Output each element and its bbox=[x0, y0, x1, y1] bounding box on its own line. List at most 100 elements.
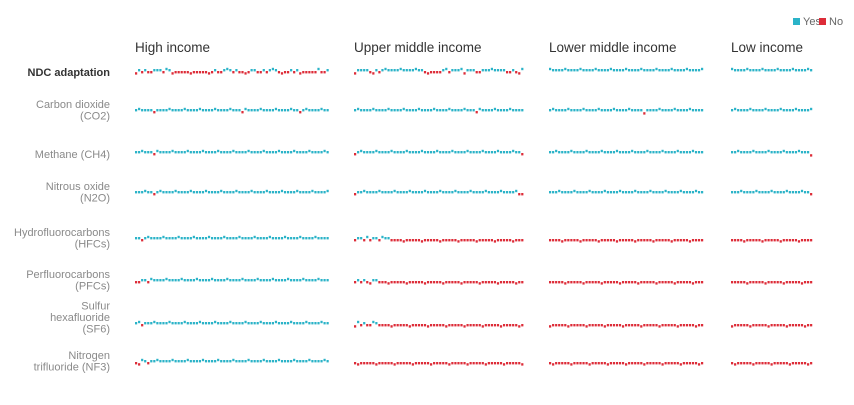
waffle-cell-no bbox=[685, 281, 688, 284]
waffle-cell-yes bbox=[150, 109, 153, 112]
waffle-cell-yes bbox=[649, 151, 652, 154]
waffle-cell-yes bbox=[262, 322, 265, 325]
waffle-cell-yes bbox=[701, 67, 704, 71]
waffle-cell-yes bbox=[204, 237, 208, 240]
waffle-cell-yes bbox=[135, 191, 138, 194]
waffle-cell-yes bbox=[552, 69, 555, 72]
waffle-cell-yes bbox=[235, 237, 238, 240]
waffle-cell-yes bbox=[226, 277, 229, 281]
waffle-cell-yes bbox=[454, 109, 457, 112]
waffle-cell-yes bbox=[634, 151, 637, 154]
waffle-cell-no bbox=[490, 362, 493, 365]
waffle-cell-no bbox=[688, 324, 692, 327]
waffle-cell-no bbox=[746, 324, 749, 327]
waffle-cell-no bbox=[198, 71, 202, 74]
waffle-cell-yes bbox=[423, 109, 427, 112]
waffle-cell-yes bbox=[743, 191, 746, 194]
waffle-cell-yes bbox=[372, 151, 375, 154]
waffle-cell-yes bbox=[302, 191, 305, 194]
waffle-cell-no bbox=[360, 324, 363, 327]
waffle-cell-yes bbox=[591, 151, 594, 154]
waffle-cell-yes bbox=[682, 151, 685, 154]
waffle-cell-no bbox=[502, 239, 506, 242]
waffle-cell-no bbox=[366, 324, 369, 327]
waffle-cell-no bbox=[807, 239, 810, 242]
waffle-cell-yes bbox=[463, 107, 466, 111]
waffle-cell-no bbox=[390, 362, 393, 365]
waffle-cell-no bbox=[414, 362, 417, 365]
waffle-cell-no bbox=[147, 281, 150, 284]
waffle-cell-yes bbox=[420, 149, 424, 153]
waffle-cell-yes bbox=[183, 320, 186, 324]
waffle-cell-yes bbox=[570, 69, 573, 72]
waffle-cell-yes bbox=[305, 151, 308, 154]
waffle-cell-yes bbox=[567, 107, 570, 111]
waffle-cell-no bbox=[502, 281, 506, 284]
waffle-cell-yes bbox=[591, 109, 594, 112]
waffle-cell-yes bbox=[135, 237, 138, 240]
waffle-cell-yes bbox=[603, 69, 606, 72]
waffle-cell-yes bbox=[439, 189, 442, 193]
waffle-cell-no bbox=[141, 239, 144, 242]
waffle-cell-yes bbox=[241, 277, 244, 281]
waffle-cell-no bbox=[588, 324, 591, 327]
waffle-cell-yes bbox=[177, 109, 180, 112]
waffle-cell-yes bbox=[271, 277, 274, 281]
waffle-cell-no bbox=[451, 362, 454, 365]
waffle-cell-yes bbox=[357, 279, 360, 282]
waffle-cell-yes bbox=[512, 109, 515, 112]
waffle-cell-yes bbox=[658, 151, 661, 154]
waffle-cell-yes bbox=[253, 279, 256, 282]
waffle-cell-yes bbox=[555, 69, 558, 72]
waffle-cell-yes bbox=[317, 360, 320, 363]
waffle-cell-no bbox=[478, 239, 481, 242]
waffle-cell-yes bbox=[211, 322, 214, 325]
waffle-cell-yes bbox=[159, 279, 162, 282]
waffle-cell-yes bbox=[314, 279, 317, 282]
row-label: Perfluorocarbons (PFCs) bbox=[26, 269, 110, 293]
waffle-cell-no bbox=[564, 282, 567, 285]
waffle-cell-yes bbox=[192, 151, 195, 154]
waffle-cell-yes bbox=[256, 237, 259, 240]
waffle-cell-yes bbox=[628, 107, 631, 111]
waffle-cell-yes bbox=[600, 69, 603, 72]
waffle-cell-no bbox=[646, 281, 649, 284]
waffle-cell-yes bbox=[564, 109, 567, 112]
waffle-cell-no bbox=[634, 240, 637, 243]
waffle-cell-no bbox=[499, 362, 503, 365]
waffle-cell-yes bbox=[597, 191, 600, 194]
waffle-cell-yes bbox=[655, 151, 658, 154]
waffle-cell-yes bbox=[752, 69, 755, 72]
waffle-cell-no bbox=[509, 71, 512, 74]
waffle-cell-yes bbox=[326, 109, 329, 112]
waffle-cell-yes bbox=[189, 360, 192, 363]
waffle-cell-yes bbox=[250, 279, 253, 282]
waffle-cell-yes bbox=[223, 151, 226, 154]
waffle-cell-yes bbox=[631, 149, 634, 153]
waffle-cell-yes bbox=[238, 109, 241, 112]
waffle-cell-yes bbox=[481, 149, 484, 153]
waffle-cell-yes bbox=[433, 151, 436, 154]
waffle-cell-yes bbox=[579, 109, 582, 112]
waffle-cell-yes bbox=[186, 149, 189, 153]
waffle-cell-yes bbox=[317, 237, 320, 240]
waffle-cell-no bbox=[423, 282, 427, 285]
waffle-cell-yes bbox=[141, 109, 144, 112]
waffle-cell-yes bbox=[244, 191, 247, 194]
waffle-cell-no bbox=[655, 282, 658, 285]
waffle-cell-no bbox=[603, 281, 606, 284]
waffle-cell-yes bbox=[290, 151, 293, 154]
waffle-cell-yes bbox=[676, 149, 679, 153]
waffle-cell-no bbox=[612, 362, 616, 365]
waffle-cell-no bbox=[420, 362, 424, 365]
row-label: Hydrofluorocarbons (HFCs) bbox=[14, 227, 110, 251]
waffle-cell-no bbox=[652, 324, 655, 327]
waffle-cell-no bbox=[454, 281, 457, 284]
waffle-cell-yes bbox=[256, 277, 259, 281]
waffle-cell-yes bbox=[165, 277, 168, 281]
waffle-cell-no bbox=[606, 281, 609, 284]
waffle-cell-yes bbox=[612, 191, 616, 194]
waffle-cell-no bbox=[360, 281, 363, 284]
waffle-cell-no bbox=[518, 193, 521, 196]
waffle-cell-yes bbox=[171, 237, 174, 240]
